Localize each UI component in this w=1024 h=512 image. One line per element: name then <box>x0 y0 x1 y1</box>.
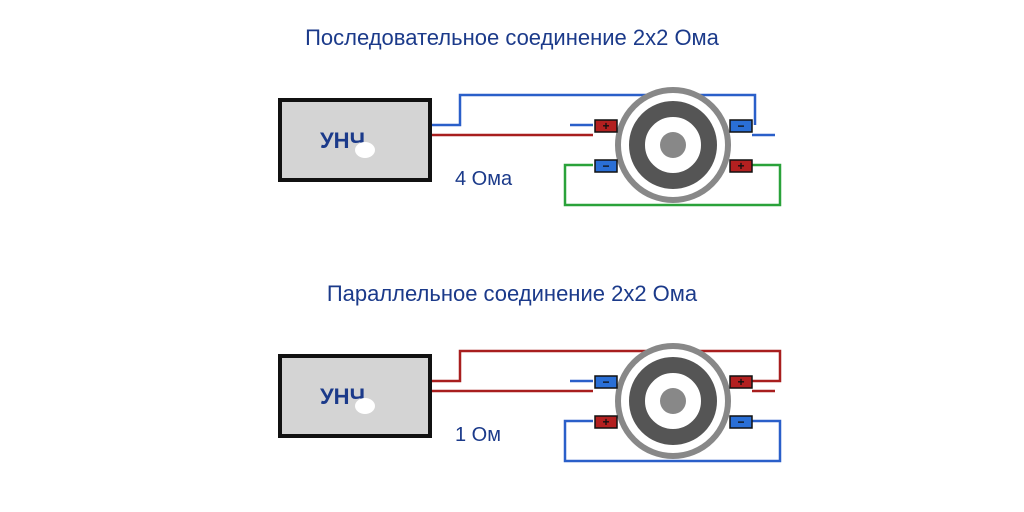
terminal-sign: + <box>602 119 609 133</box>
amplifier-port <box>355 398 375 414</box>
terminal-sign: + <box>737 159 744 173</box>
terminal-sign: − <box>602 375 609 389</box>
speaker-dustcap <box>660 388 686 414</box>
terminal-sign: + <box>602 415 609 429</box>
diagram-title: Последовательное соединение 2х2 Ома <box>305 25 720 50</box>
wiring-diagram: Последовательное соединение 2х2 ОмаУНЧ4 … <box>0 0 1024 512</box>
diagram-group: Параллельное соединение 2х2 ОмаУНЧ1 Ом−+… <box>280 281 780 461</box>
terminal-sign: − <box>737 415 744 429</box>
amplifier-port <box>355 142 375 158</box>
impedance-label: 4 Ома <box>455 168 513 190</box>
diagram-group: Последовательное соединение 2х2 ОмаУНЧ4 … <box>280 25 780 205</box>
terminal-sign: − <box>602 159 609 173</box>
terminal-sign: + <box>737 375 744 389</box>
impedance-label: 1 Ом <box>455 424 501 446</box>
terminal-sign: − <box>737 119 744 133</box>
diagram-title: Параллельное соединение 2х2 Ома <box>327 281 698 306</box>
speaker-dustcap <box>660 132 686 158</box>
